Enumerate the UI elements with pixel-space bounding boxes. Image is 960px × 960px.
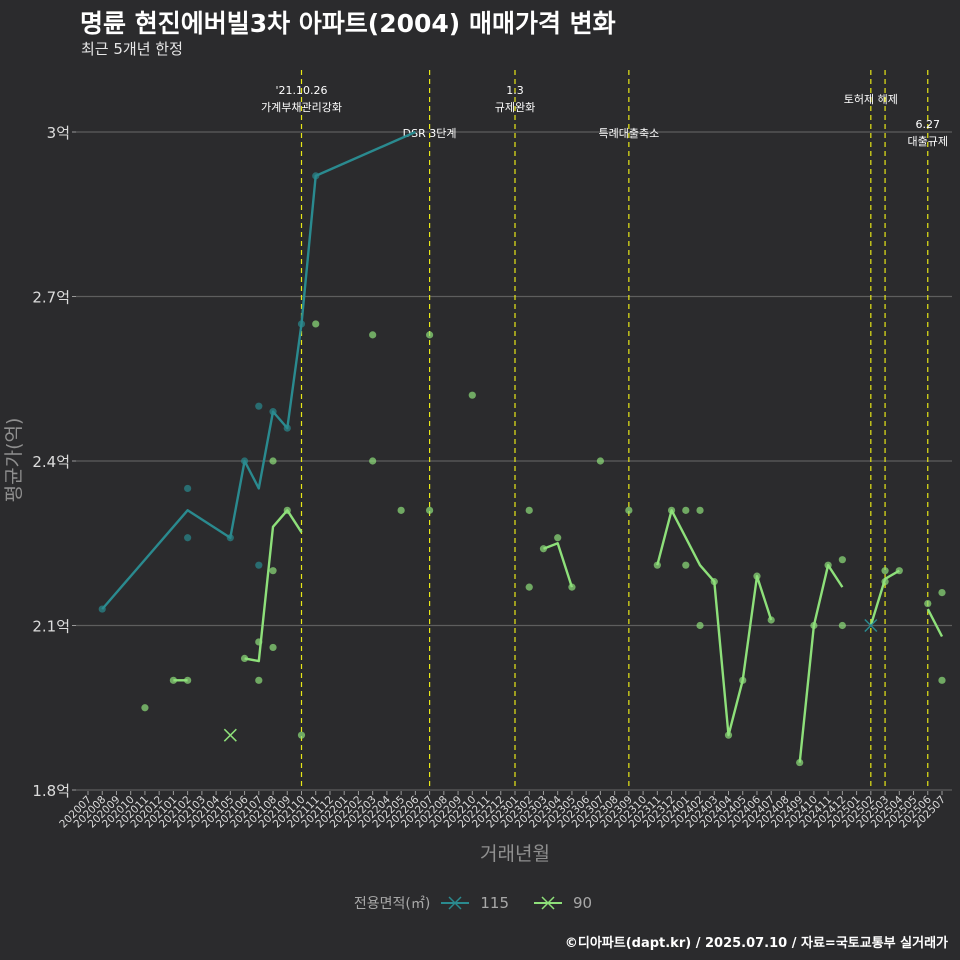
- cross-115: [864, 618, 878, 633]
- point-90: [255, 676, 263, 684]
- point-90: [468, 391, 476, 399]
- series-layer: [98, 130, 946, 767]
- point-90: [625, 506, 633, 514]
- y-tick-label: 2.7억: [32, 289, 70, 307]
- event-label: '21.10.26: [275, 84, 327, 97]
- point-90: [397, 506, 405, 514]
- event-label: 1.3: [506, 84, 524, 97]
- grid-lines: [76, 131, 952, 791]
- point-90: [369, 457, 377, 465]
- point-90: [312, 320, 320, 328]
- y-tick-label: 3억: [47, 124, 70, 142]
- point-90: [141, 704, 149, 712]
- line-90: [543, 542, 574, 588]
- legend: 전용면적(㎡) 115 90: [0, 893, 960, 913]
- line-90: [798, 564, 844, 763]
- line-90: [244, 509, 303, 663]
- event-label: 규제완화: [495, 101, 535, 114]
- point-90: [924, 599, 932, 608]
- point-90: [297, 731, 306, 739]
- point-115: [255, 402, 263, 410]
- legend-label-115: 115: [480, 894, 509, 912]
- legend-key-115: [441, 896, 470, 910]
- point-90: [696, 621, 704, 630]
- point-90: [269, 567, 277, 575]
- point-90: [269, 457, 277, 465]
- point-90: [682, 506, 690, 514]
- point-90: [696, 506, 704, 514]
- point-115: [184, 534, 192, 542]
- y-tick-label: 1.8억: [32, 782, 70, 800]
- line-115: [101, 130, 416, 610]
- point-90: [554, 534, 562, 542]
- event-label: 특례대출축소: [598, 127, 659, 140]
- point-90: [426, 331, 434, 339]
- event-label: 토허제 해제: [844, 92, 898, 106]
- point-90: [525, 506, 533, 514]
- event-label: 대출규제: [908, 135, 948, 148]
- line-90: [869, 569, 900, 626]
- point-90: [838, 621, 846, 630]
- point-90: [184, 676, 192, 684]
- chart-title: 명륜 현진에버빌3차 아파트(2004) 매매가격 변화: [80, 9, 616, 38]
- point-90: [881, 567, 889, 575]
- line-90: [656, 509, 773, 737]
- point-90: [269, 643, 277, 652]
- point-90: [938, 676, 946, 684]
- point-115: [255, 561, 263, 569]
- point-90: [596, 457, 605, 465]
- event-label: DSR 3단계: [403, 127, 457, 140]
- point-90: [838, 556, 846, 564]
- cross-stroke: [223, 728, 237, 742]
- y-tick-label: 2.1억: [32, 618, 70, 636]
- legend-key-90: [534, 896, 562, 910]
- cross-stroke: [864, 618, 878, 633]
- chart-subtitle: 최근 5개년 한정: [81, 40, 183, 58]
- axes: 1.8억2.1억2.4억2.7억3억2020072020082020092020…: [32, 124, 948, 830]
- event-label: 6.27: [916, 118, 941, 131]
- point-90: [525, 583, 533, 591]
- x-axis-title: 거래년월: [480, 843, 550, 865]
- legend-label-90: 90: [573, 894, 593, 912]
- point-90: [426, 506, 434, 514]
- point-90: [938, 589, 946, 597]
- event-label: 가계부채관리강화: [261, 101, 342, 114]
- cross-90: [223, 728, 237, 742]
- y-axis-title: 평균가(억): [3, 418, 25, 503]
- source-caption: ©디아파트(dapt.kr) / 2025.07.10 / 자료=국토교통부 실…: [564, 936, 948, 951]
- point-90: [369, 331, 377, 339]
- point-90: [682, 561, 690, 569]
- legend-title: 전용면적(㎡): [353, 896, 431, 912]
- point-90: [240, 654, 249, 663]
- y-tick-label: 2.4억: [32, 453, 70, 471]
- point-115: [184, 484, 192, 493]
- line-90: [926, 608, 944, 638]
